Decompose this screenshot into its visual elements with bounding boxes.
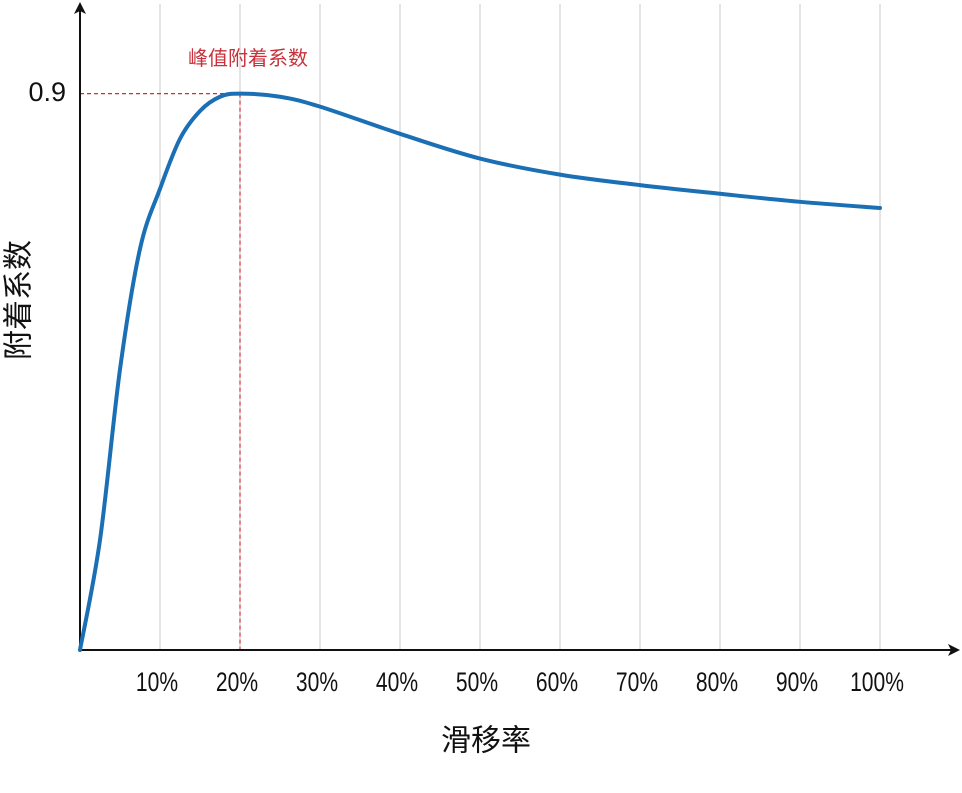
x-tick-label: 10%: [136, 668, 178, 698]
y-tick-label: 0.9: [28, 77, 66, 107]
x-tick-label: 70%: [616, 668, 658, 698]
x-tick-label: 20%: [216, 668, 258, 698]
x-tick-label: 90%: [776, 668, 818, 698]
x-axis-label: 滑移率: [441, 724, 531, 759]
y-axis-label: 附着系数: [2, 240, 37, 360]
x-tick-label: 50%: [456, 668, 498, 698]
curve: [78, 91, 882, 652]
x-tick-label: 80%: [696, 668, 738, 698]
x-tick-label: 100%: [850, 668, 904, 698]
x-tick-label: 30%: [296, 668, 338, 698]
peak-label: 峰值附着系数: [188, 46, 308, 70]
x-tick-label: 40%: [376, 668, 418, 698]
x-tick-label: 60%: [536, 668, 578, 698]
